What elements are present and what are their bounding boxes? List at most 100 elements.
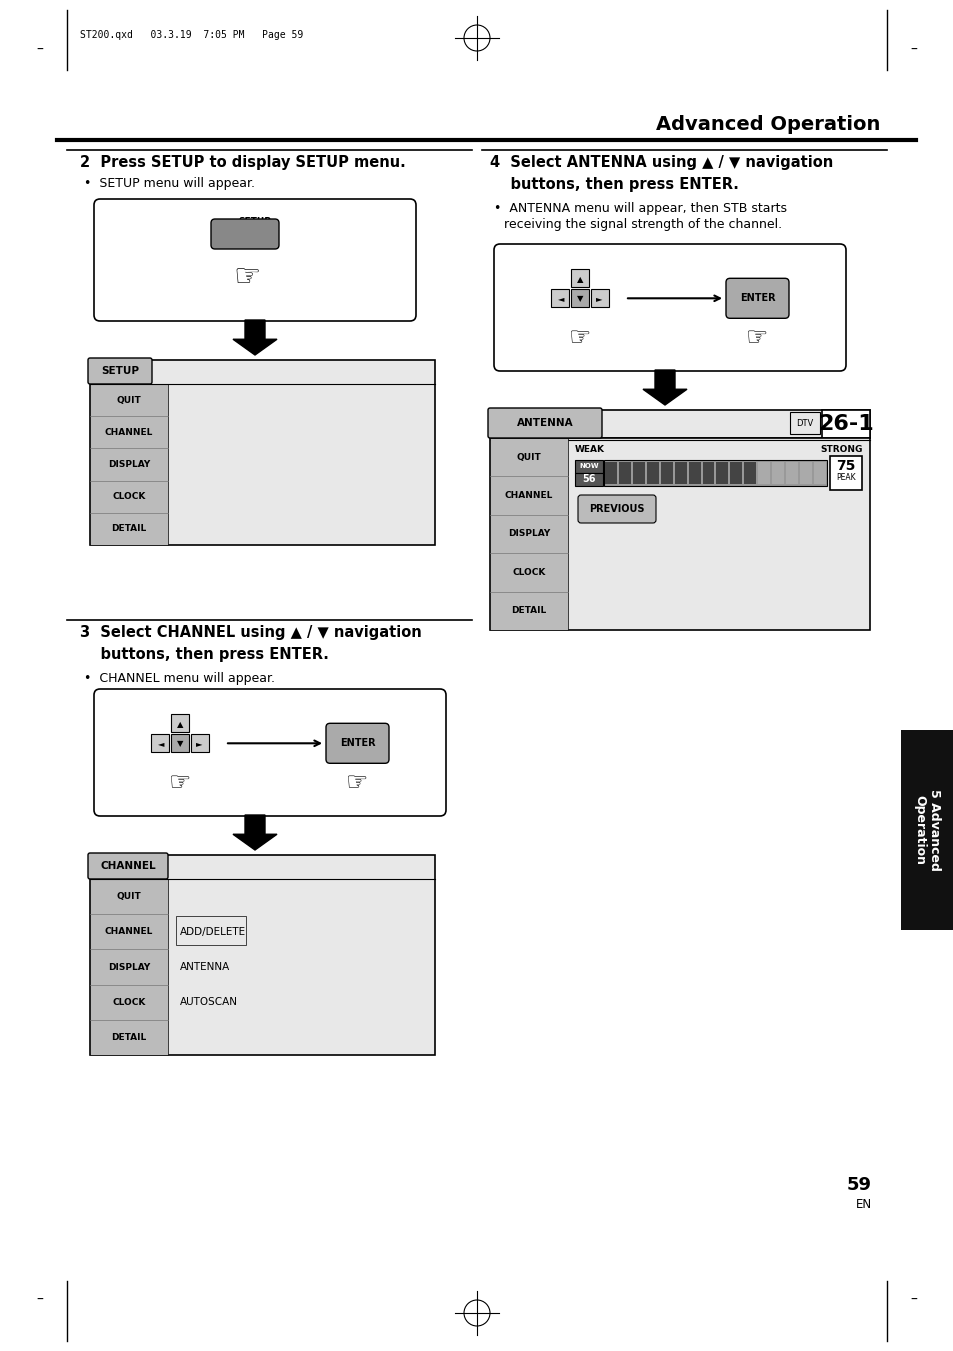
Bar <box>571 269 588 288</box>
Bar <box>90 855 435 1055</box>
Text: 5 Advanced
Operation: 5 Advanced Operation <box>913 789 941 871</box>
Text: 2  Press SETUP to display SETUP menu.: 2 Press SETUP to display SETUP menu. <box>80 155 405 170</box>
Text: ▼: ▼ <box>577 293 582 303</box>
Bar <box>490 409 869 438</box>
Bar <box>660 462 672 484</box>
Text: CHANNEL: CHANNEL <box>105 927 153 936</box>
Bar <box>490 438 567 630</box>
Text: DISPLAY: DISPLAY <box>507 530 550 539</box>
Polygon shape <box>642 370 686 405</box>
Text: CHANNEL: CHANNEL <box>105 428 153 436</box>
Bar <box>813 462 825 484</box>
FancyBboxPatch shape <box>488 408 601 438</box>
Bar <box>575 459 602 473</box>
Text: receiving the signal strength of the channel.: receiving the signal strength of the cha… <box>503 218 781 231</box>
Text: ST200.qxd   03.3.19  7:05 PM   Page 59: ST200.qxd 03.3.19 7:05 PM Page 59 <box>80 30 303 41</box>
Text: DISPLAY: DISPLAY <box>108 459 150 469</box>
Text: –: – <box>36 1293 44 1306</box>
Bar <box>829 457 862 490</box>
Text: ☞: ☞ <box>745 327 767 350</box>
Text: ▼: ▼ <box>176 739 183 748</box>
Text: ☞: ☞ <box>568 327 591 350</box>
Text: ☞: ☞ <box>345 771 368 796</box>
Bar <box>743 462 756 484</box>
Bar <box>590 289 608 307</box>
FancyBboxPatch shape <box>725 278 788 319</box>
Text: ►: ► <box>195 739 202 748</box>
Text: •  SETUP menu will appear.: • SETUP menu will appear. <box>84 177 254 190</box>
Text: 56: 56 <box>581 474 595 484</box>
Bar <box>821 409 869 438</box>
Text: CLOCK: CLOCK <box>512 567 545 577</box>
Text: 4  Select ANTENNA using ▲ / ▼ navigation: 4 Select ANTENNA using ▲ / ▼ navigation <box>490 155 832 170</box>
Bar <box>604 462 617 484</box>
Bar <box>490 438 869 630</box>
Text: DETAIL: DETAIL <box>511 607 546 615</box>
Bar <box>90 880 168 1055</box>
Text: ANTENNA: ANTENNA <box>517 417 573 428</box>
Text: ANTENNA: ANTENNA <box>180 962 230 971</box>
Bar <box>191 735 209 753</box>
Text: CHANNEL: CHANNEL <box>100 861 155 871</box>
Text: DISPLAY: DISPLAY <box>108 962 150 971</box>
Bar <box>575 473 602 486</box>
Bar <box>789 412 820 434</box>
Text: QUIT: QUIT <box>116 892 141 901</box>
Bar <box>758 462 769 484</box>
Text: CLOCK: CLOCK <box>112 997 146 1006</box>
Bar <box>646 462 659 484</box>
Text: ◄: ◄ <box>558 293 563 303</box>
Bar <box>151 735 169 753</box>
FancyBboxPatch shape <box>88 358 152 384</box>
Text: ENTER: ENTER <box>339 738 375 748</box>
FancyBboxPatch shape <box>94 689 446 816</box>
Bar <box>618 462 630 484</box>
FancyBboxPatch shape <box>211 219 278 249</box>
Text: PEAK: PEAK <box>836 473 855 482</box>
FancyBboxPatch shape <box>326 723 389 763</box>
Text: 3  Select CHANNEL using ▲ / ▼ navigation: 3 Select CHANNEL using ▲ / ▼ navigation <box>80 626 421 640</box>
FancyBboxPatch shape <box>88 852 168 880</box>
Bar <box>674 462 686 484</box>
Bar <box>688 462 700 484</box>
Bar <box>800 462 811 484</box>
Text: ENTER: ENTER <box>739 293 775 304</box>
Text: PREVIOUS: PREVIOUS <box>589 504 644 513</box>
Bar <box>90 384 168 544</box>
Text: buttons, then press ENTER.: buttons, then press ENTER. <box>490 177 739 192</box>
Text: CHANNEL: CHANNEL <box>504 492 553 500</box>
Text: ADD/DELETE: ADD/DELETE <box>180 927 246 936</box>
Text: •  CHANNEL menu will appear.: • CHANNEL menu will appear. <box>84 671 274 685</box>
Bar <box>771 462 783 484</box>
Bar <box>171 735 189 753</box>
Text: DETAIL: DETAIL <box>112 1034 147 1042</box>
Bar <box>603 459 826 486</box>
Bar <box>716 462 728 484</box>
Text: SETUP: SETUP <box>238 218 272 226</box>
Text: ☞: ☞ <box>233 263 260 292</box>
Text: –: – <box>909 43 917 57</box>
Text: DTV: DTV <box>796 419 813 427</box>
Bar <box>175 916 246 946</box>
Bar <box>90 359 435 544</box>
Text: 59: 59 <box>846 1175 871 1194</box>
Bar <box>701 462 714 484</box>
Text: •  ANTENNA menu will appear, then STB starts: • ANTENNA menu will appear, then STB sta… <box>494 203 786 215</box>
Text: QUIT: QUIT <box>517 453 540 462</box>
Text: ▲: ▲ <box>577 274 582 284</box>
Text: SETUP: SETUP <box>101 366 139 376</box>
Text: ◄: ◄ <box>157 739 164 748</box>
Text: ☞: ☞ <box>169 771 191 796</box>
Bar <box>632 462 644 484</box>
Text: QUIT: QUIT <box>116 396 141 404</box>
Text: DETAIL: DETAIL <box>112 524 147 534</box>
Bar <box>551 289 568 307</box>
Text: NOW: NOW <box>578 463 598 469</box>
FancyBboxPatch shape <box>494 245 845 372</box>
Polygon shape <box>233 320 276 355</box>
Text: 26-1: 26-1 <box>818 413 873 434</box>
Bar <box>900 730 953 929</box>
Text: buttons, then press ENTER.: buttons, then press ENTER. <box>80 647 329 662</box>
Text: ►: ► <box>595 293 601 303</box>
Bar <box>730 462 741 484</box>
